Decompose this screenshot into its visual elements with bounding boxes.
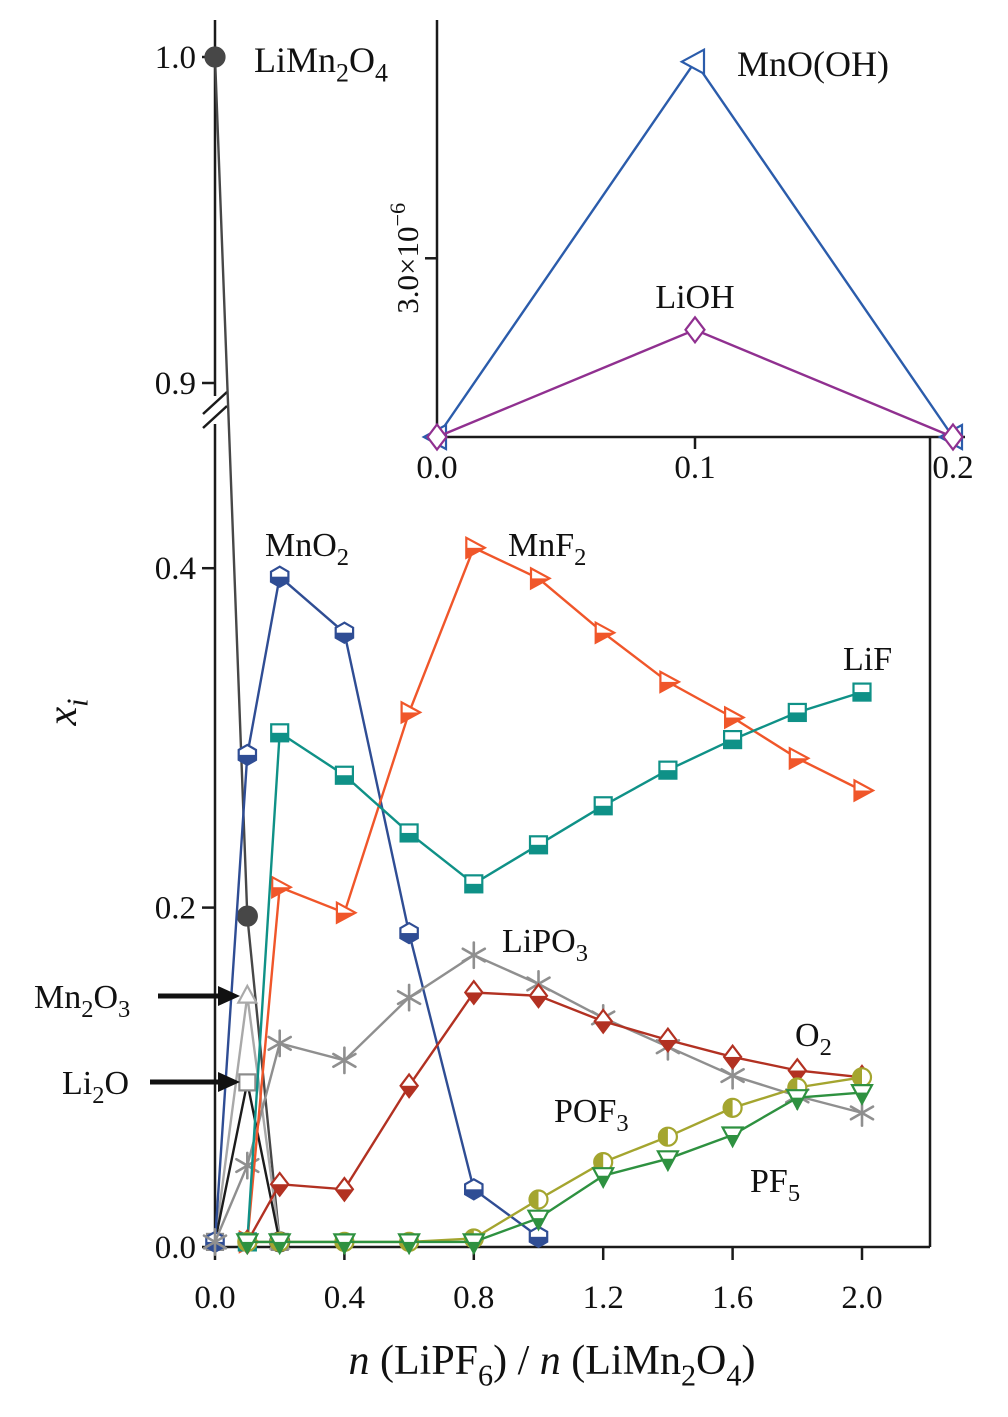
inset-y-tick-label: 3.0×10−6	[385, 203, 425, 314]
y-tick-label: 0.9	[155, 366, 196, 402]
series-label: PF5	[750, 1163, 800, 1207]
series-label: POF3	[554, 1093, 629, 1137]
y-tick-label: 0.4	[155, 551, 196, 587]
arrow-icon	[218, 1072, 240, 1092]
inset-plot: 0.0 0.1 0.2 3.0×10−6 MnO(OH) LiOH	[385, 20, 974, 486]
series-label: LiF	[843, 641, 892, 678]
series-label: LiPO3	[502, 923, 588, 967]
y-tick-label: 0.2	[155, 891, 196, 927]
series-MnOOH	[421, 47, 964, 451]
series-label: MnF2	[508, 527, 586, 571]
x-tick-label: 1.2	[583, 1280, 624, 1316]
series-label: O2	[795, 1017, 832, 1061]
series-label: Li2O	[62, 1065, 129, 1109]
series-POF3	[237, 1067, 873, 1253]
y-tick-label: 0.0	[155, 1230, 196, 1266]
inset-x-tick-label: 0.0	[416, 450, 457, 486]
main-axes: 0.0 0.4 0.8 1.2 1.6 2.0 0.0 0.2 0.4 0.9 1.0	[155, 20, 932, 1316]
x-tick-label: 1.6	[712, 1280, 753, 1316]
inset-series-label: MnO(OH)	[737, 44, 889, 84]
x-tick-label: 2.0	[841, 1280, 882, 1316]
axis-break-gap	[204, 396, 226, 424]
main-series	[202, 46, 876, 1256]
y-tick-label: 1.0	[155, 40, 196, 76]
series-LiF	[237, 682, 872, 1252]
series-Mn2O3	[204, 983, 291, 1250]
series-label: LiMn2O4	[254, 40, 388, 88]
y-axis-label: xi	[40, 698, 94, 726]
series-MnO2	[205, 565, 549, 1254]
series-PF5	[235, 1083, 874, 1256]
inset-x-tick-label: 0.2	[932, 450, 973, 486]
x-axis-label: n (LiPF6) / n (LiMn2O4)	[349, 1338, 756, 1392]
x-tick-label: 0.4	[324, 1280, 365, 1316]
series-label: Mn2O3	[34, 979, 130, 1023]
arrow-icon	[218, 986, 240, 1006]
series-label: MnO2	[265, 527, 349, 571]
inset-x-tick-label: 0.1	[674, 450, 715, 486]
inset-series-label: LiOH	[655, 279, 734, 316]
x-tick-label: 0.0	[194, 1280, 235, 1316]
series-MnF2	[238, 535, 876, 1254]
series-LiMn2O4	[204, 46, 291, 1253]
series-LiOH	[426, 315, 964, 452]
x-tick-label: 0.8	[453, 1280, 494, 1316]
